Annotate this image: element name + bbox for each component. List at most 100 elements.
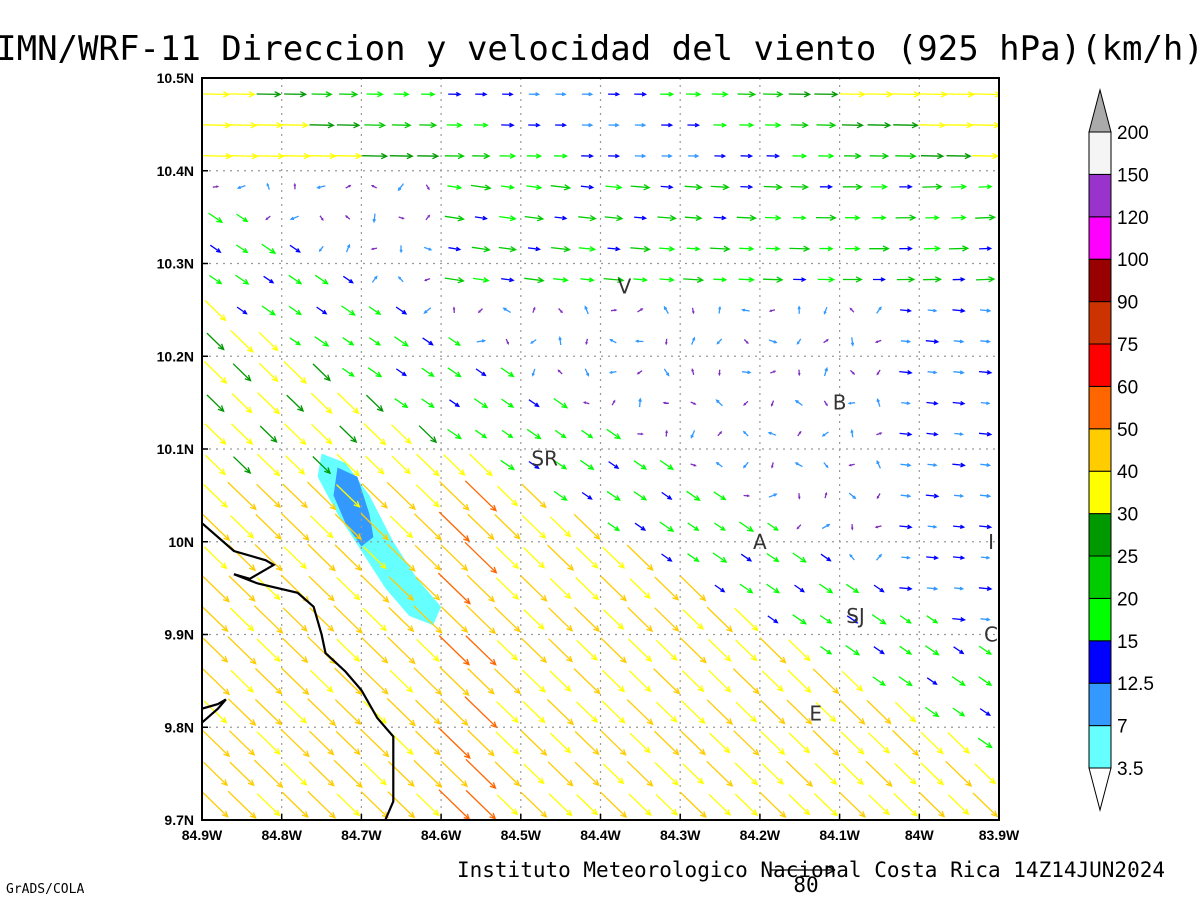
wind-vector: [341, 305, 356, 316]
wind-vector: [416, 793, 440, 817]
wind-vector: [627, 606, 654, 633]
wind-vector: [231, 393, 253, 414]
colorbar-swatch: [1088, 216, 1112, 260]
wind-vector: [208, 212, 224, 224]
wind-vector: [970, 122, 999, 129]
wind-vector: [815, 214, 837, 221]
wind-vector: [874, 339, 882, 343]
wind-vector: [634, 339, 644, 343]
wind-vector: [927, 524, 938, 529]
wind-vector: [608, 370, 617, 374]
wind-vector: [421, 398, 435, 409]
wind-vector: [767, 615, 779, 624]
wind-vector: [345, 243, 351, 253]
wind-vector: [280, 728, 310, 758]
wind-vector: [768, 493, 778, 498]
wind-vector: [823, 462, 829, 469]
wind-vector: [717, 431, 723, 437]
wind-vector: [521, 514, 547, 539]
wind-vector: [289, 244, 301, 253]
x-tick-label: 84.8W: [261, 827, 302, 843]
wind-vector: [413, 759, 443, 788]
wind-vector: [256, 793, 281, 817]
wind-vector: [793, 277, 807, 282]
wind-vector: [318, 245, 324, 253]
wind-vector: [360, 574, 390, 603]
wind-vector: [393, 91, 410, 97]
wind-vector: [845, 583, 860, 594]
wind-vector: [708, 669, 732, 693]
x-tick-label: 84.1W: [819, 827, 860, 843]
wind-vector: [256, 577, 281, 601]
wind-vector: [691, 336, 696, 345]
wind-vector: [440, 544, 469, 572]
wind-vector: [499, 215, 517, 222]
y-tick-label: 10.3N: [157, 256, 194, 272]
wind-vector: [283, 546, 308, 570]
wind-vector: [471, 245, 491, 253]
wind-vector: [307, 481, 337, 511]
wind-vector: [925, 215, 941, 221]
wind-vector: [605, 184, 623, 191]
wind-vector: [739, 583, 754, 594]
colorbar-label: 3.5: [1117, 759, 1143, 780]
wind-vector: [690, 430, 696, 439]
wind-vector: [867, 122, 892, 129]
wind-vector: [788, 639, 811, 662]
wind-vector: [657, 214, 677, 222]
wind-vector: [898, 676, 913, 687]
wind-vector: [573, 668, 601, 695]
wind-vector: [498, 245, 518, 253]
wind-vector: [842, 183, 863, 191]
wind-vector: [233, 456, 252, 474]
wind-vector: [679, 791, 707, 819]
wind-vector: [607, 522, 621, 532]
wind-vector: [679, 637, 707, 664]
wind-vector: [926, 555, 939, 561]
wind-vector: [896, 276, 916, 283]
wind-vector: [312, 363, 331, 382]
wind-vector: [261, 243, 277, 255]
wind-vector: [308, 761, 335, 787]
wind-vector: [816, 121, 837, 129]
wind-vector: [603, 276, 625, 284]
wind-vector: [868, 794, 890, 816]
wind-vector: [520, 575, 548, 602]
wind-vector: [682, 670, 705, 693]
wind-vector: [364, 122, 387, 129]
wind-vector: [794, 399, 803, 406]
x-tick-label: 84W: [905, 827, 935, 843]
wind-vector: [876, 493, 881, 500]
y-tick-label: 9.9N: [164, 627, 194, 643]
wind-vector: [770, 370, 777, 374]
wind-vector: [465, 635, 497, 666]
wind-vector: [690, 463, 697, 467]
wind-vector: [952, 277, 966, 282]
wind-vector: [788, 732, 811, 754]
wind-vector: [900, 462, 912, 468]
wind-vector: [464, 541, 498, 574]
wind-vector: [900, 339, 912, 344]
wind-vector: [476, 339, 487, 343]
wind-vector: [893, 792, 918, 817]
wind-vector: [978, 370, 993, 375]
wind-vector: [229, 91, 256, 98]
wind-vector: [584, 305, 589, 315]
wind-vector: [333, 759, 363, 789]
wind-vector: [952, 555, 966, 560]
wind-vector: [630, 245, 651, 253]
wind-vector: [794, 462, 803, 468]
wind-vector: [550, 184, 572, 191]
wind-vector: [494, 606, 521, 633]
wind-vector: [926, 615, 939, 624]
wind-vector: [608, 461, 620, 469]
wind-vector: [926, 586, 939, 591]
wind-vector: [281, 122, 310, 129]
wind-vector: [365, 455, 385, 475]
colorbar-swatch: [1088, 470, 1112, 515]
wind-vector: [600, 575, 628, 602]
wind-vector: [236, 213, 249, 223]
wind-vector: [414, 544, 442, 571]
wind-vector: [469, 453, 493, 477]
colorbar-swatch: [1088, 258, 1112, 303]
